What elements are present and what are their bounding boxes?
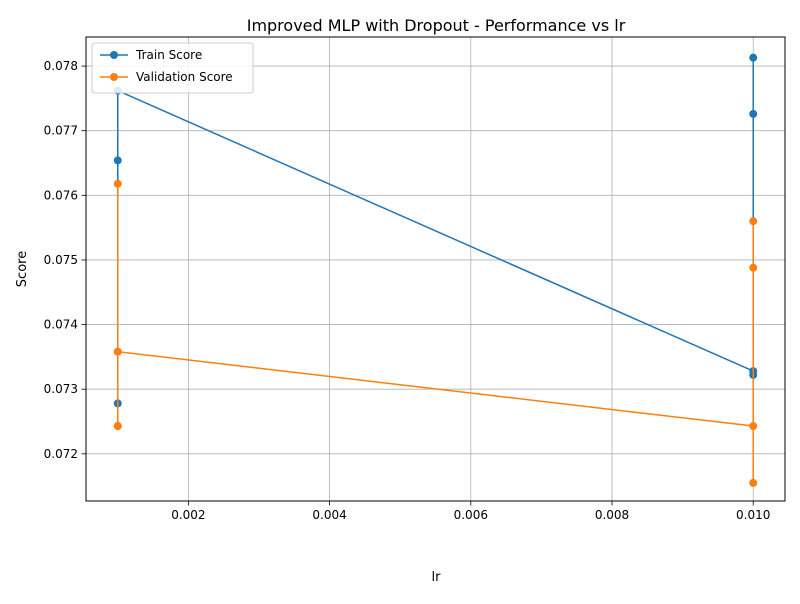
y-axis-label: Score [15, 251, 30, 287]
grid [86, 37, 785, 501]
legend-box [91, 42, 254, 94]
x-tick-label: 0.002 [171, 508, 205, 522]
y-tick-label: 0.076 [44, 188, 78, 202]
y-axis-ticks: 0.072 0.073 0.074 0.075 0.076 0.077 0.078 [44, 59, 86, 461]
data-point [113, 347, 122, 356]
y-tick-label: 0.072 [44, 447, 78, 461]
y-tick-label: 0.074 [44, 318, 78, 332]
legend: Train Score Validation Score [91, 42, 254, 94]
x-tick-label: 0.010 [736, 508, 770, 522]
data-point [749, 478, 758, 487]
data-point [113, 422, 122, 431]
x-tick-label: 0.006 [454, 508, 488, 522]
data-point [749, 217, 758, 226]
data-point [113, 156, 122, 165]
legend-item: Validation Score [100, 70, 233, 84]
y-tick-label: 0.078 [44, 59, 78, 73]
y-tick-label: 0.073 [44, 382, 78, 396]
y-tick-label: 0.077 [44, 124, 78, 138]
legend-swatch-marker [110, 51, 118, 59]
data-point [749, 263, 758, 272]
data-point [749, 53, 758, 62]
legend-label: Train Score [135, 48, 202, 62]
data-point [749, 422, 758, 431]
legend-swatch-marker [110, 73, 118, 81]
y-tick-label: 0.075 [44, 253, 78, 267]
legend-item: Train Score [100, 48, 202, 62]
plot-frame [85, 36, 786, 502]
data-point [749, 109, 758, 118]
data-point [113, 179, 122, 188]
x-tick-label: 0.004 [312, 508, 346, 522]
series-1 [113, 179, 758, 487]
x-axis-label: lr [432, 570, 442, 585]
legend-label: Validation Score [136, 70, 233, 84]
x-axis-ticks: 0.002 0.004 0.006 0.008 0.010 [171, 501, 770, 522]
series-layer [113, 53, 758, 487]
x-tick-label: 0.008 [595, 508, 629, 522]
chart-title: Improved MLP with Dropout - Performance … [247, 16, 626, 35]
